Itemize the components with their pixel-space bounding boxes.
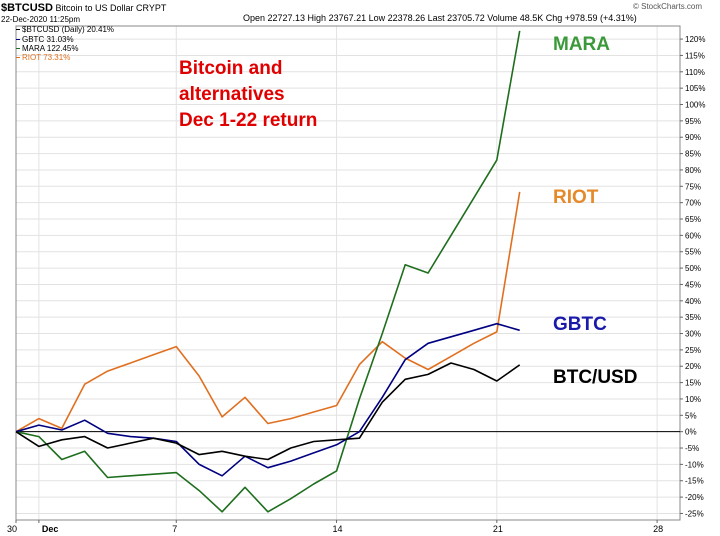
y-tick-label: 35% [685,313,701,322]
y-tick-label: -5% [685,444,699,453]
series-label-mara: MARA [553,34,610,55]
chart-annotation: Bitcoin and alternatives Dec 1-22 return [179,56,317,134]
y-tick-label: 90% [685,133,701,142]
instrument-name: Bitcoin to US Dollar [55,3,134,13]
series-lines [15,30,521,513]
legend-swatch [16,57,20,59]
y-tick-label: 70% [685,199,701,208]
legend-swatch [16,29,20,31]
legend-item-mara: MARA 122.45% [16,44,78,53]
y-tick-label: 85% [685,150,701,159]
y-tick-label: 20% [685,362,701,371]
series-line-mara [15,30,521,513]
x-tick-label: 14 [333,524,343,534]
plot-border [15,25,681,521]
annotation-line: Dec 1-22 return [179,110,318,131]
x-tick-label: 7 [172,524,177,534]
y-tick-label: -15% [685,477,704,486]
legend-item-riot: RIOT 73.31% [16,53,70,62]
y-tick-label: 65% [685,215,701,224]
exchange: CRYPT [136,3,167,13]
y-tick-label: 5% [685,411,697,420]
y-tick-label: 100% [685,101,705,110]
x-axis-ticks: 30 Dec 7 14 21 28 [7,520,663,534]
y-tick-label: 45% [685,280,701,289]
series-label-gbtc: GBTC [553,314,607,335]
legend-swatch [16,48,20,50]
y-tick-label: -10% [685,460,704,469]
y-tick-label: 25% [685,346,701,355]
x-tick-label: Dec [42,524,59,534]
y-axis-ticks: -25% -20% -15% -10% -5% 0% 5% 10% 15% 20% 25% 30% 35… [680,35,705,518]
y-tick-label: 10% [685,395,701,404]
y-tick-label: 40% [685,297,701,306]
series-line-btcusd [15,362,521,461]
price-stats: Open 22727.13 High 23767.21 Low 22378.26… [243,13,637,23]
x-tick-label: 30 [7,524,17,534]
x-tick-label: 28 [653,524,663,534]
y-tick-label: 30% [685,330,701,339]
y-tick-label: 115% [685,51,705,60]
annotation-line: Bitcoin and [179,58,283,79]
legend-item-btcusd: $BTCUSD (Daily) 20.41% [16,25,114,34]
series-label-btcusd: BTC/USD [553,367,638,388]
series-line-riot [15,191,521,433]
y-tick-label: 0% [685,428,697,437]
y-tick-label: -20% [685,493,704,502]
y-tick-label: -25% [685,509,704,518]
x-tick-label: 21 [493,524,503,534]
series-line-gbtc [15,322,520,477]
chart-date: 22-Dec-2020 11:25pm [1,15,81,24]
annotation-line: alternatives [179,84,285,105]
y-tick-label: 105% [685,84,705,93]
legend-swatch [16,39,20,41]
symbol: $BTCUSD [1,2,53,14]
plot-frame [15,25,681,521]
y-tick-label: 15% [685,379,701,388]
y-tick-label: 80% [685,166,701,175]
chart-header: $BTCUSD Bitcoin to US Dollar CRYPT [1,2,166,14]
y-tick-label: 110% [685,68,705,77]
y-tick-label: 95% [685,117,701,126]
y-tick-label: 60% [685,231,701,240]
y-tick-label: 75% [685,182,701,191]
y-tick-label: 120% [685,35,705,44]
legend-item-gbtc: GBTC 31.03% [16,35,74,44]
copyright: © StockCharts.com [633,2,703,11]
y-tick-label: 50% [685,264,701,273]
y-tick-label: 55% [685,248,701,257]
series-label-riot: RIOT [553,187,599,208]
